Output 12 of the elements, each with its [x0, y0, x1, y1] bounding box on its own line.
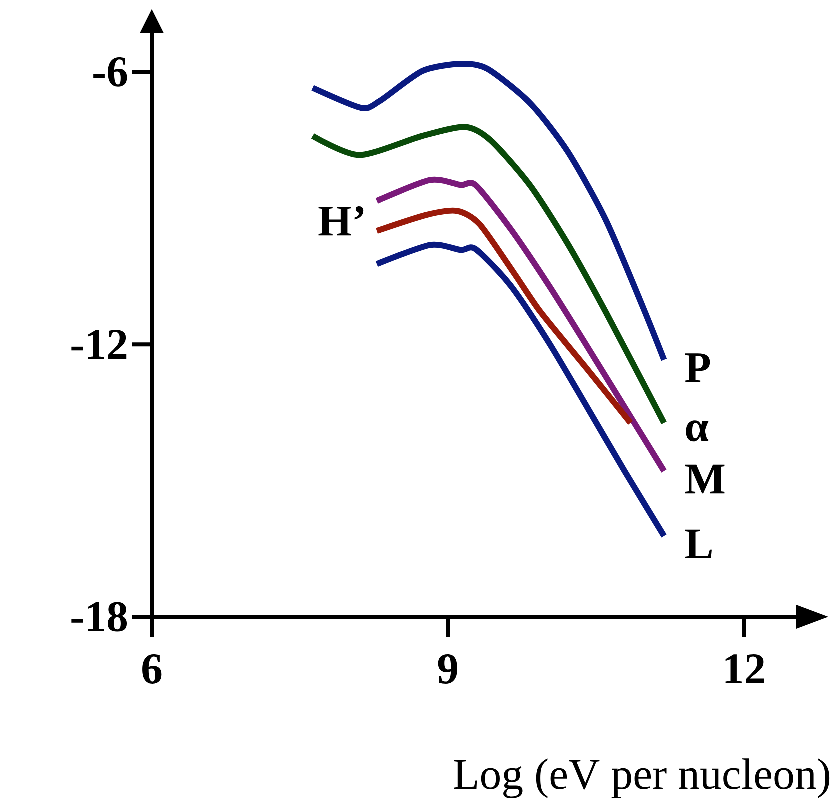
y-tick-label: -18	[72, 602, 128, 632]
x-tick-label: 6	[142, 654, 162, 684]
series-label: P	[685, 354, 710, 382]
x-tick-label: 12	[726, 654, 764, 684]
series-label: α	[686, 420, 709, 442]
y-tick-label: -12	[72, 330, 127, 360]
series-label: H’	[318, 206, 364, 236]
series-label: L	[685, 530, 712, 559]
x-tick-label: 9	[438, 654, 458, 684]
x-axis-title: Log (eV per nucleon)	[454, 758, 830, 798]
series-label: M	[685, 464, 725, 494]
y-tick-label: -6	[94, 57, 128, 87]
